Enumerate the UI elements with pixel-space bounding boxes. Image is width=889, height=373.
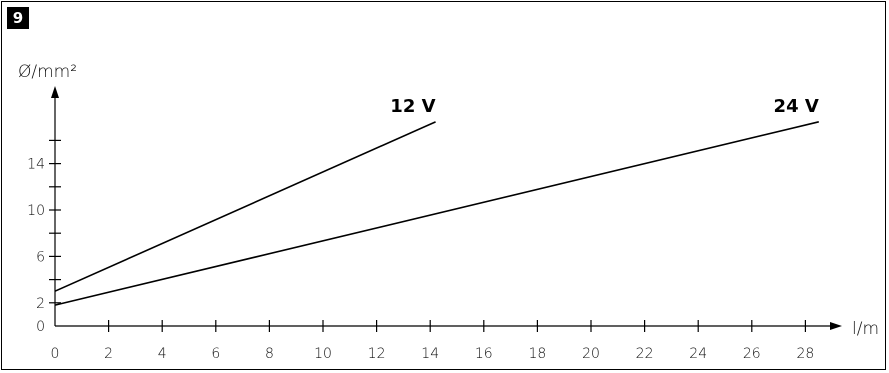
- y-axis-arrow: [51, 86, 59, 98]
- series-line-12v: [54, 121, 436, 292]
- x-tick-label: 2: [104, 346, 113, 362]
- series-line-24v: [54, 121, 819, 306]
- figure-number-badge: 9: [7, 7, 29, 29]
- y-tick-label: 6: [36, 249, 45, 265]
- x-tick-label: 10: [314, 346, 332, 362]
- x-tick-label: 26: [743, 346, 761, 362]
- y-tick-label: 2: [36, 296, 45, 312]
- x-tick-label: 22: [636, 346, 654, 362]
- y-tick-label: 10: [27, 203, 45, 219]
- x-tick-label: 8: [265, 346, 274, 362]
- series: 12 V 24 V: [54, 96, 819, 306]
- axes: [51, 86, 842, 330]
- y-tick-label: 0: [36, 319, 45, 335]
- x-axis-arrow: [830, 322, 842, 330]
- x-tick-label: 0: [51, 346, 60, 362]
- series-label-12v: 12 V: [390, 96, 435, 117]
- x-tick-label: 28: [796, 346, 814, 362]
- x-axis-label: l/m: [852, 319, 879, 339]
- x-tick-label: 18: [528, 346, 546, 362]
- x-tick-label: 16: [475, 346, 493, 362]
- x-tick-label: 12: [368, 346, 386, 362]
- x-tick-label: 6: [211, 346, 220, 362]
- x-tick-label: 14: [421, 346, 439, 362]
- x-tick-label: 20: [582, 346, 600, 362]
- y-tick-label: 14: [27, 157, 45, 173]
- y-axis-label: Ø/mm²: [18, 62, 77, 82]
- x-tick-label: 4: [158, 346, 167, 362]
- x-tick-label: 24: [689, 346, 707, 362]
- series-label-24v: 24 V: [774, 96, 819, 117]
